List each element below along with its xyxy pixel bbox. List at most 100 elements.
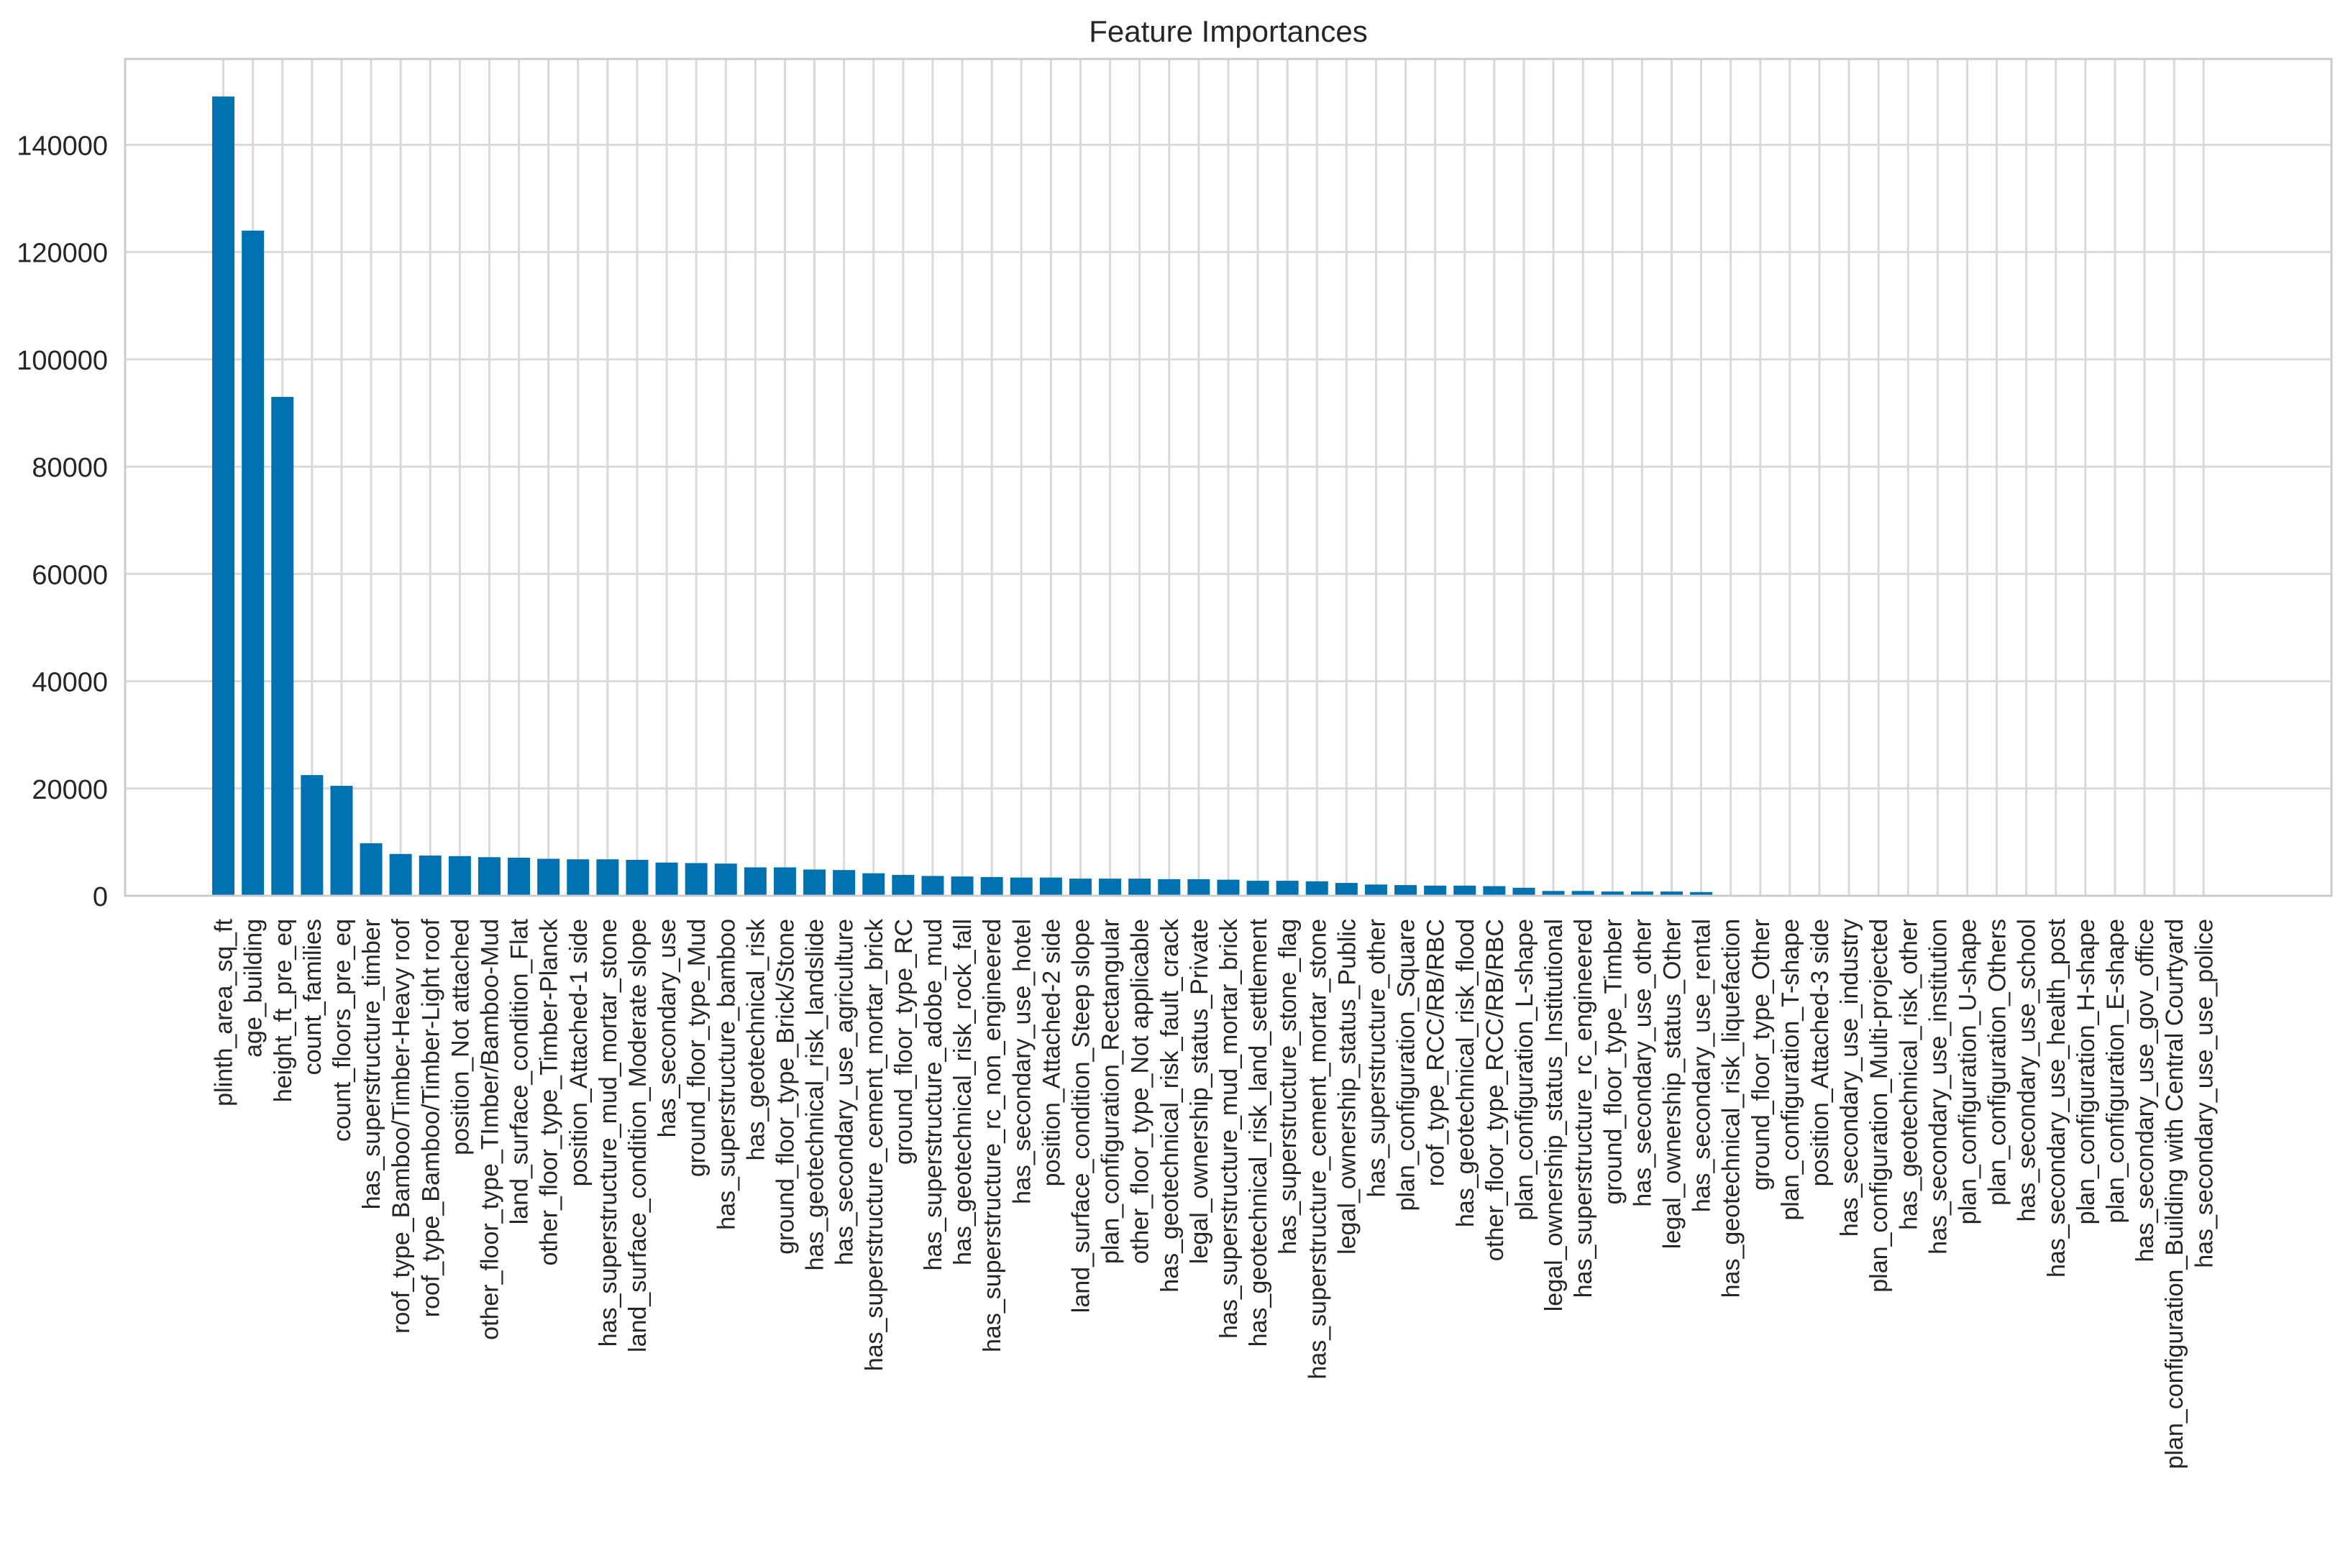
x-tick-label: ground_floor_type_Mud	[683, 919, 711, 1177]
x-tick-label: plan_configuration_H-shape	[2073, 919, 2100, 1224]
x-tick-label: plan_configuration_Multi-projected	[1865, 919, 1893, 1293]
bar	[1010, 878, 1033, 896]
x-tick-label: has_superstructure_cement_mortar_brick	[861, 918, 888, 1371]
x-tick-label: land_surface_condition_Steep slope	[1067, 919, 1095, 1313]
x-tick-label: plan_configuration_Rectangular	[1097, 919, 1125, 1264]
bar	[596, 859, 618, 896]
bar	[1306, 881, 1328, 896]
x-tick-label: other_floor_type_RCC/RB/RBC	[1481, 919, 1509, 1261]
bar	[951, 876, 974, 896]
bar	[1217, 880, 1239, 896]
x-tick-label: legal_ownership_status_Private	[1186, 919, 1213, 1264]
chart-title: Feature Importances	[1089, 14, 1368, 48]
x-tick-label: position_Not attached	[447, 919, 474, 1155]
y-tick-label: 40000	[32, 668, 108, 698]
bar	[1099, 879, 1121, 896]
x-tick-label: plan_configuration_L-shape	[1511, 919, 1538, 1221]
x-tick-label: has_secondary_use_industry	[1836, 919, 1863, 1237]
bar	[833, 870, 855, 896]
x-tick-label: height_ft_pre_eq	[270, 919, 297, 1102]
x-tick-label: has_secondary_use_school	[2014, 919, 2041, 1222]
x-tick-label: has_superstructure_rc_engineered	[1570, 919, 1597, 1298]
x-tick-label: has_geotechnical_risk_fault_crack	[1156, 918, 1184, 1293]
x-tick-label: has_geotechnical_risk_flood	[1452, 919, 1479, 1227]
bar	[1187, 879, 1210, 896]
bar	[537, 859, 559, 896]
x-tick-label: has_secondary_use_rental	[1689, 919, 1716, 1212]
bar	[803, 869, 826, 896]
x-tick-label: has_secondary_use_use_police	[2191, 919, 2218, 1268]
x-tick-label: ground_floor_type_Other	[1748, 919, 1775, 1191]
bar	[626, 860, 648, 896]
bar	[449, 856, 471, 896]
x-tick-label: has_superstructure_mud_mortar_stone	[595, 919, 622, 1347]
x-tick-label: has_superstructure_adobe_mud	[920, 919, 947, 1271]
x-tick-label: land_surface_condition_Moderate slope	[624, 919, 652, 1352]
x-tick-label: has_geotechnical_risk_other	[1895, 919, 1922, 1230]
bar	[921, 876, 944, 896]
x-tick-label: roof_type_Bamboo/Timber-Light roof	[417, 918, 444, 1317]
x-tick-label: has_superstructure_mud_mortar_brick	[1215, 918, 1243, 1339]
x-tick-label: other_floor_type_Timber-Planck	[536, 918, 563, 1266]
bar	[390, 854, 412, 896]
bar	[508, 858, 530, 896]
x-tick-label: has_superstructure_cement_mortar_stone	[1304, 919, 1331, 1380]
x-tick-label: position_Attached-3 side	[1806, 919, 1834, 1186]
x-tick-label: roof_type_RCC/RB/RBC	[1422, 919, 1450, 1186]
x-tick-label: has_secondary_use_hotel	[1008, 919, 1036, 1204]
x-tick-label: has_superstructure_stone_flag	[1274, 919, 1302, 1255]
y-tick-label: 0	[93, 882, 108, 912]
x-tick-label: ground_floor_type_Brick/Stone	[772, 919, 799, 1255]
bar	[360, 843, 383, 896]
x-tick-label: count_families	[299, 919, 326, 1075]
bar	[685, 863, 708, 896]
x-tick-label: has_geotechnical_risk_liquefaction	[1718, 919, 1745, 1298]
bar	[1394, 885, 1417, 896]
bar	[1483, 886, 1505, 896]
x-tick-label: has_secondary_use_institution	[1924, 919, 1952, 1255]
y-tick-label: 60000	[32, 560, 108, 590]
bar	[1158, 879, 1180, 896]
bar	[1424, 886, 1446, 896]
x-tick-label: count_floors_pre_eq	[329, 919, 356, 1142]
bar	[330, 786, 352, 896]
x-tick-label: has_secondary_use_health_post	[2043, 918, 2070, 1278]
bar	[1512, 888, 1535, 896]
x-tick-label: has_secondary_use_other	[1629, 919, 1656, 1207]
x-tick-label: land_surface_condition_Flat	[506, 918, 534, 1224]
x-tick-label: plan_configuration_Square	[1393, 919, 1420, 1211]
bar	[744, 867, 767, 896]
bar	[981, 877, 1003, 896]
bar	[1040, 878, 1062, 896]
bar	[212, 96, 234, 896]
x-tick-label: legal_ownership_status_Institutional	[1540, 919, 1568, 1311]
bar	[301, 775, 323, 896]
x-tick-label: has_superstructure_rc_non_engineered	[979, 919, 1006, 1352]
y-tick-label: 100000	[17, 346, 108, 376]
x-tick-label: roof_type_Bamboo/Timber-Heavy roof	[388, 918, 415, 1334]
bar	[656, 863, 678, 896]
bar	[1335, 883, 1358, 896]
x-tick-label: plinth_area_sq_ft	[211, 918, 238, 1106]
x-tick-label: other_floor_type_TImber/Bamboo-Mud	[476, 919, 503, 1340]
bar	[478, 857, 501, 896]
bar	[774, 867, 796, 896]
x-tick-label: position_Attached-1 side	[565, 919, 593, 1186]
bar	[271, 397, 293, 896]
x-tick-label: has_geotechnical_risk	[742, 918, 769, 1160]
x-tick-label: age_building	[240, 919, 268, 1058]
y-tick-label: 20000	[32, 775, 108, 805]
bar	[1069, 879, 1092, 896]
bar	[419, 856, 442, 896]
x-tick-label: plan_configuration_Others	[1984, 919, 2011, 1206]
x-tick-label: has_secondary_use_agriculture	[831, 919, 859, 1265]
bar	[1365, 884, 1387, 896]
bar	[1247, 881, 1269, 896]
x-tick-label: ground_floor_type_Timber	[1599, 919, 1627, 1205]
bar	[567, 859, 589, 896]
x-tick-label: has_superstructure_bamboo	[713, 919, 740, 1230]
x-tick-label: plan_configuration_Building with Central…	[2161, 919, 2188, 1469]
bar	[715, 863, 737, 896]
